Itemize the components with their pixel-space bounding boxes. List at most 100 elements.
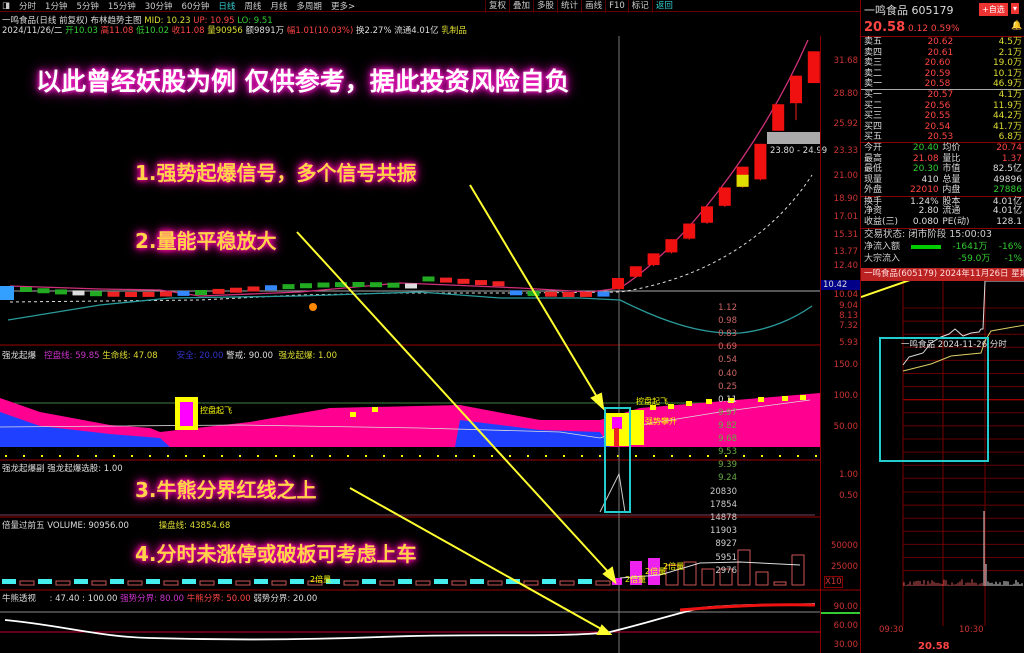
grid-dot [419,455,421,457]
signal-marker [0,286,14,300]
value: 牛熊分界: 50.00 [187,594,251,604]
volume-bar [756,572,768,585]
value: 警戒: 90.00 [226,351,273,361]
grid-dot [257,455,259,457]
axis-tick: 150.0 [834,360,858,370]
candle [300,283,312,288]
cell: 4.5万 [999,37,1022,48]
candle [20,287,32,292]
cell: 41.7万 [993,122,1022,133]
minute-chart-header: 一鸣食品(605179) 2024年11月26日 星期二 [861,268,1024,281]
candle [598,292,610,297]
value: 强龙起爆: 1.00 [278,351,337,361]
grid-dot [707,455,709,457]
price-change-pct: 0.59% [931,24,960,34]
price-line: 20.58 0.12 0.59% [864,20,960,35]
last-price: 20.58 [864,20,905,35]
axis-tick: 0.83 [718,329,737,339]
stat-row: 收益(三) 0.080 PE(动) 128.1 [861,217,1024,228]
axis-tick: 15.31 [834,230,858,240]
volume-bar [578,579,592,584]
netflow-bar [911,245,941,249]
value: 安全: 20.00 [177,351,224,361]
grid-dot [437,455,439,457]
stock-name-code: 一鸣食品 605179 [864,2,954,18]
axis-tick: 17854 [710,500,737,510]
signal-square [800,395,806,400]
annotation-point-3: 3.牛熊分界红线之上 [135,474,317,503]
grid-dot [779,455,781,457]
panel3-header: 倍量过前五 VOLUME: 90956.00 操盘线: 43854.68 [2,519,230,531]
axis-tick: 0.40 [718,369,737,379]
grid-dot [365,455,367,457]
grid-dot [185,455,187,457]
grid-dot [797,455,799,457]
cell: 6.8万 [999,132,1022,143]
signal-square [782,396,788,401]
volume-bar [344,581,358,585]
axis-tick: 9.97 [718,408,737,418]
candle [440,278,452,283]
highlight-box [879,337,989,462]
volume-bar [524,581,538,585]
axis-tick: 28.80 [834,89,858,99]
candle [73,290,85,295]
stat-row: 换手 1.24% 股本 4.01亿 [861,196,1024,207]
cell: 20.57 [927,90,953,101]
grid-dot [473,455,475,457]
indicator-name[interactable]: 强龙起爆 [2,351,36,361]
candle [630,266,642,276]
signal-square [372,407,378,412]
candle [248,286,260,291]
grid-dot [653,455,655,457]
volume-bar [684,562,696,585]
axis-tick: 17.01 [834,212,858,222]
stock-name: 一鸣食品 [864,4,908,17]
candle [754,144,766,180]
axis-tick: 9.39 [718,460,737,470]
stat-row: 净资 2.80 流通 4.01亿 [861,206,1024,217]
grid-dot [239,455,241,457]
panel2-header: 强龙起爆副 强龙起爆选股: 1.00 [2,462,123,474]
axis-tick: 2976 [715,566,737,576]
axis-tick: 0.50 [839,491,858,501]
add-watchlist-button[interactable]: +自选 [979,3,1008,16]
candle [178,291,190,296]
annotation-point-4: 4.分时未涨停或破板可考虑上车 [135,538,417,567]
bell-icon[interactable]: 🔔 [1011,21,1022,31]
price-change: 0.12 [908,24,928,34]
volume-bar [738,550,750,585]
arrow-head [592,394,603,408]
volume-bar [470,579,484,584]
netflow-row: 净流入额 -1641万 -16% [861,242,1024,253]
grid-dot [311,455,313,457]
volume-bar [560,581,574,585]
cell: 卖一 [864,79,882,90]
value: -1641万 [952,242,987,253]
indicator-name[interactable]: 倍量过前五 [2,521,45,531]
volume-bar [488,581,502,585]
value: 强龙起爆选股: 1.00 [47,464,123,474]
value: -59.0万 [958,254,990,265]
axis-tick: 9.68 [718,434,737,444]
volume-bar [20,581,34,585]
axis-tick: 0.25 [718,382,737,392]
grid-dot [401,455,403,457]
candle [108,292,120,297]
candle-volume-mark [737,175,749,187]
candle [612,278,624,289]
cell: 44.2万 [993,111,1022,122]
axis-tick: 12.40 [834,261,858,271]
annotation-arrow [861,281,936,297]
indicator-name[interactable]: 强龙起爆副 [2,464,45,474]
grid-dot [329,455,331,457]
cell: 买四 [864,122,882,133]
cell: 20.59 [925,69,951,80]
axis-tick: 25.92 [834,119,858,129]
volume-bar [774,582,786,585]
signal-square [706,399,712,404]
dropdown-button[interactable]: ▾ [1011,3,1019,14]
indicator-name[interactable]: 牛熊透视 [2,594,36,604]
volume-bar [38,579,52,584]
current-price-tag: 10.42 [821,280,860,290]
